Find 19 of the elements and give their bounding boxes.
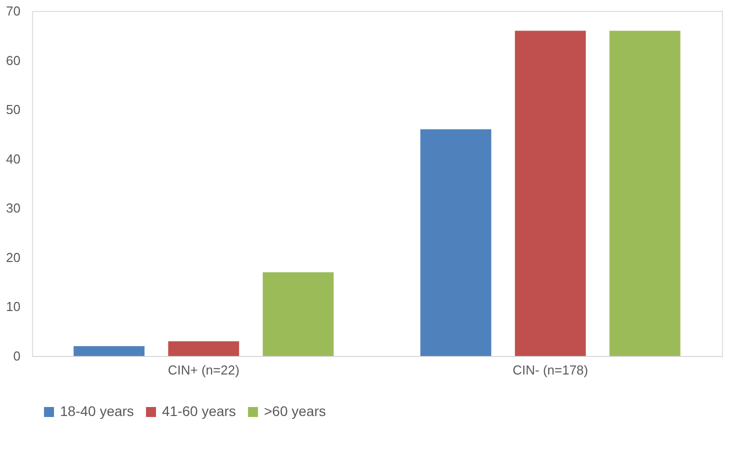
y-tick-label: 60 xyxy=(6,52,20,68)
bar xyxy=(74,346,145,356)
y-tick-label: 70 xyxy=(6,4,20,18)
y-tick-label: 10 xyxy=(6,299,20,314)
x-tick-label: CIN+ (n=22) xyxy=(168,362,240,378)
legend-label: 18-40 years xyxy=(60,403,134,419)
y-tick-label: 40 xyxy=(6,151,20,166)
x-tick-label: CIN- (n=178) xyxy=(512,362,588,378)
bar xyxy=(262,272,334,356)
bar xyxy=(420,129,492,356)
y-tick-label: 50 xyxy=(6,102,20,118)
bar xyxy=(514,30,586,356)
y-tick-label: 0 xyxy=(13,348,20,364)
legend-label: 41-60 years xyxy=(162,403,236,419)
legend-label: >60 years xyxy=(264,403,326,419)
y-tick-label: 20 xyxy=(6,250,20,265)
bar xyxy=(609,30,680,356)
y-tick-label: 30 xyxy=(6,200,20,216)
bar xyxy=(168,341,240,356)
